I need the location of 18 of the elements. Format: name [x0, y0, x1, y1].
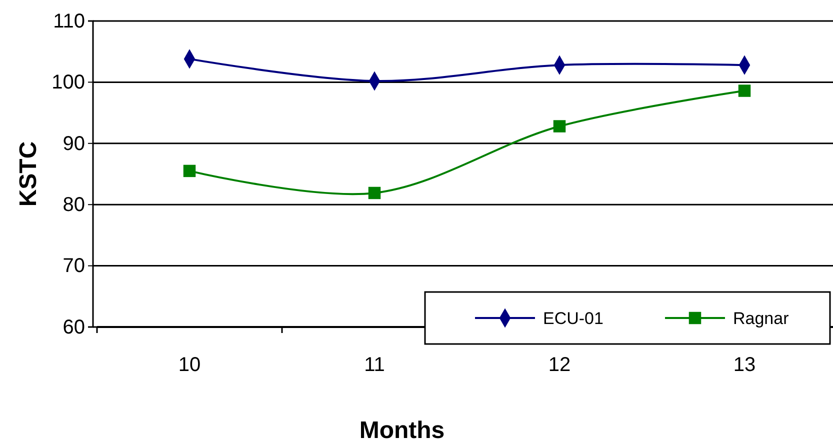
- y-tick-label: 90: [62, 132, 85, 155]
- x-axis-title: Months: [359, 417, 445, 444]
- x-tick-label: 11: [364, 354, 385, 376]
- legend-label: ECU-01: [543, 309, 604, 328]
- legend-label: Ragnar: [733, 309, 790, 328]
- point: [183, 164, 196, 178]
- x-tick-label: 12: [548, 354, 571, 376]
- y-tick-label: 100: [52, 72, 85, 94]
- x-tick-label: 13: [733, 354, 756, 376]
- point: [738, 84, 751, 97]
- point: [368, 186, 381, 200]
- point: [553, 120, 566, 132]
- y-tick-label: 70: [62, 255, 85, 278]
- x-tick-label: 10: [178, 354, 201, 376]
- y-tick-label: 110: [53, 10, 85, 32]
- y-tick-label: 60: [62, 316, 85, 338]
- y-tick-label: 80: [62, 194, 85, 216]
- y-axis-title: KSTC: [15, 141, 42, 207]
